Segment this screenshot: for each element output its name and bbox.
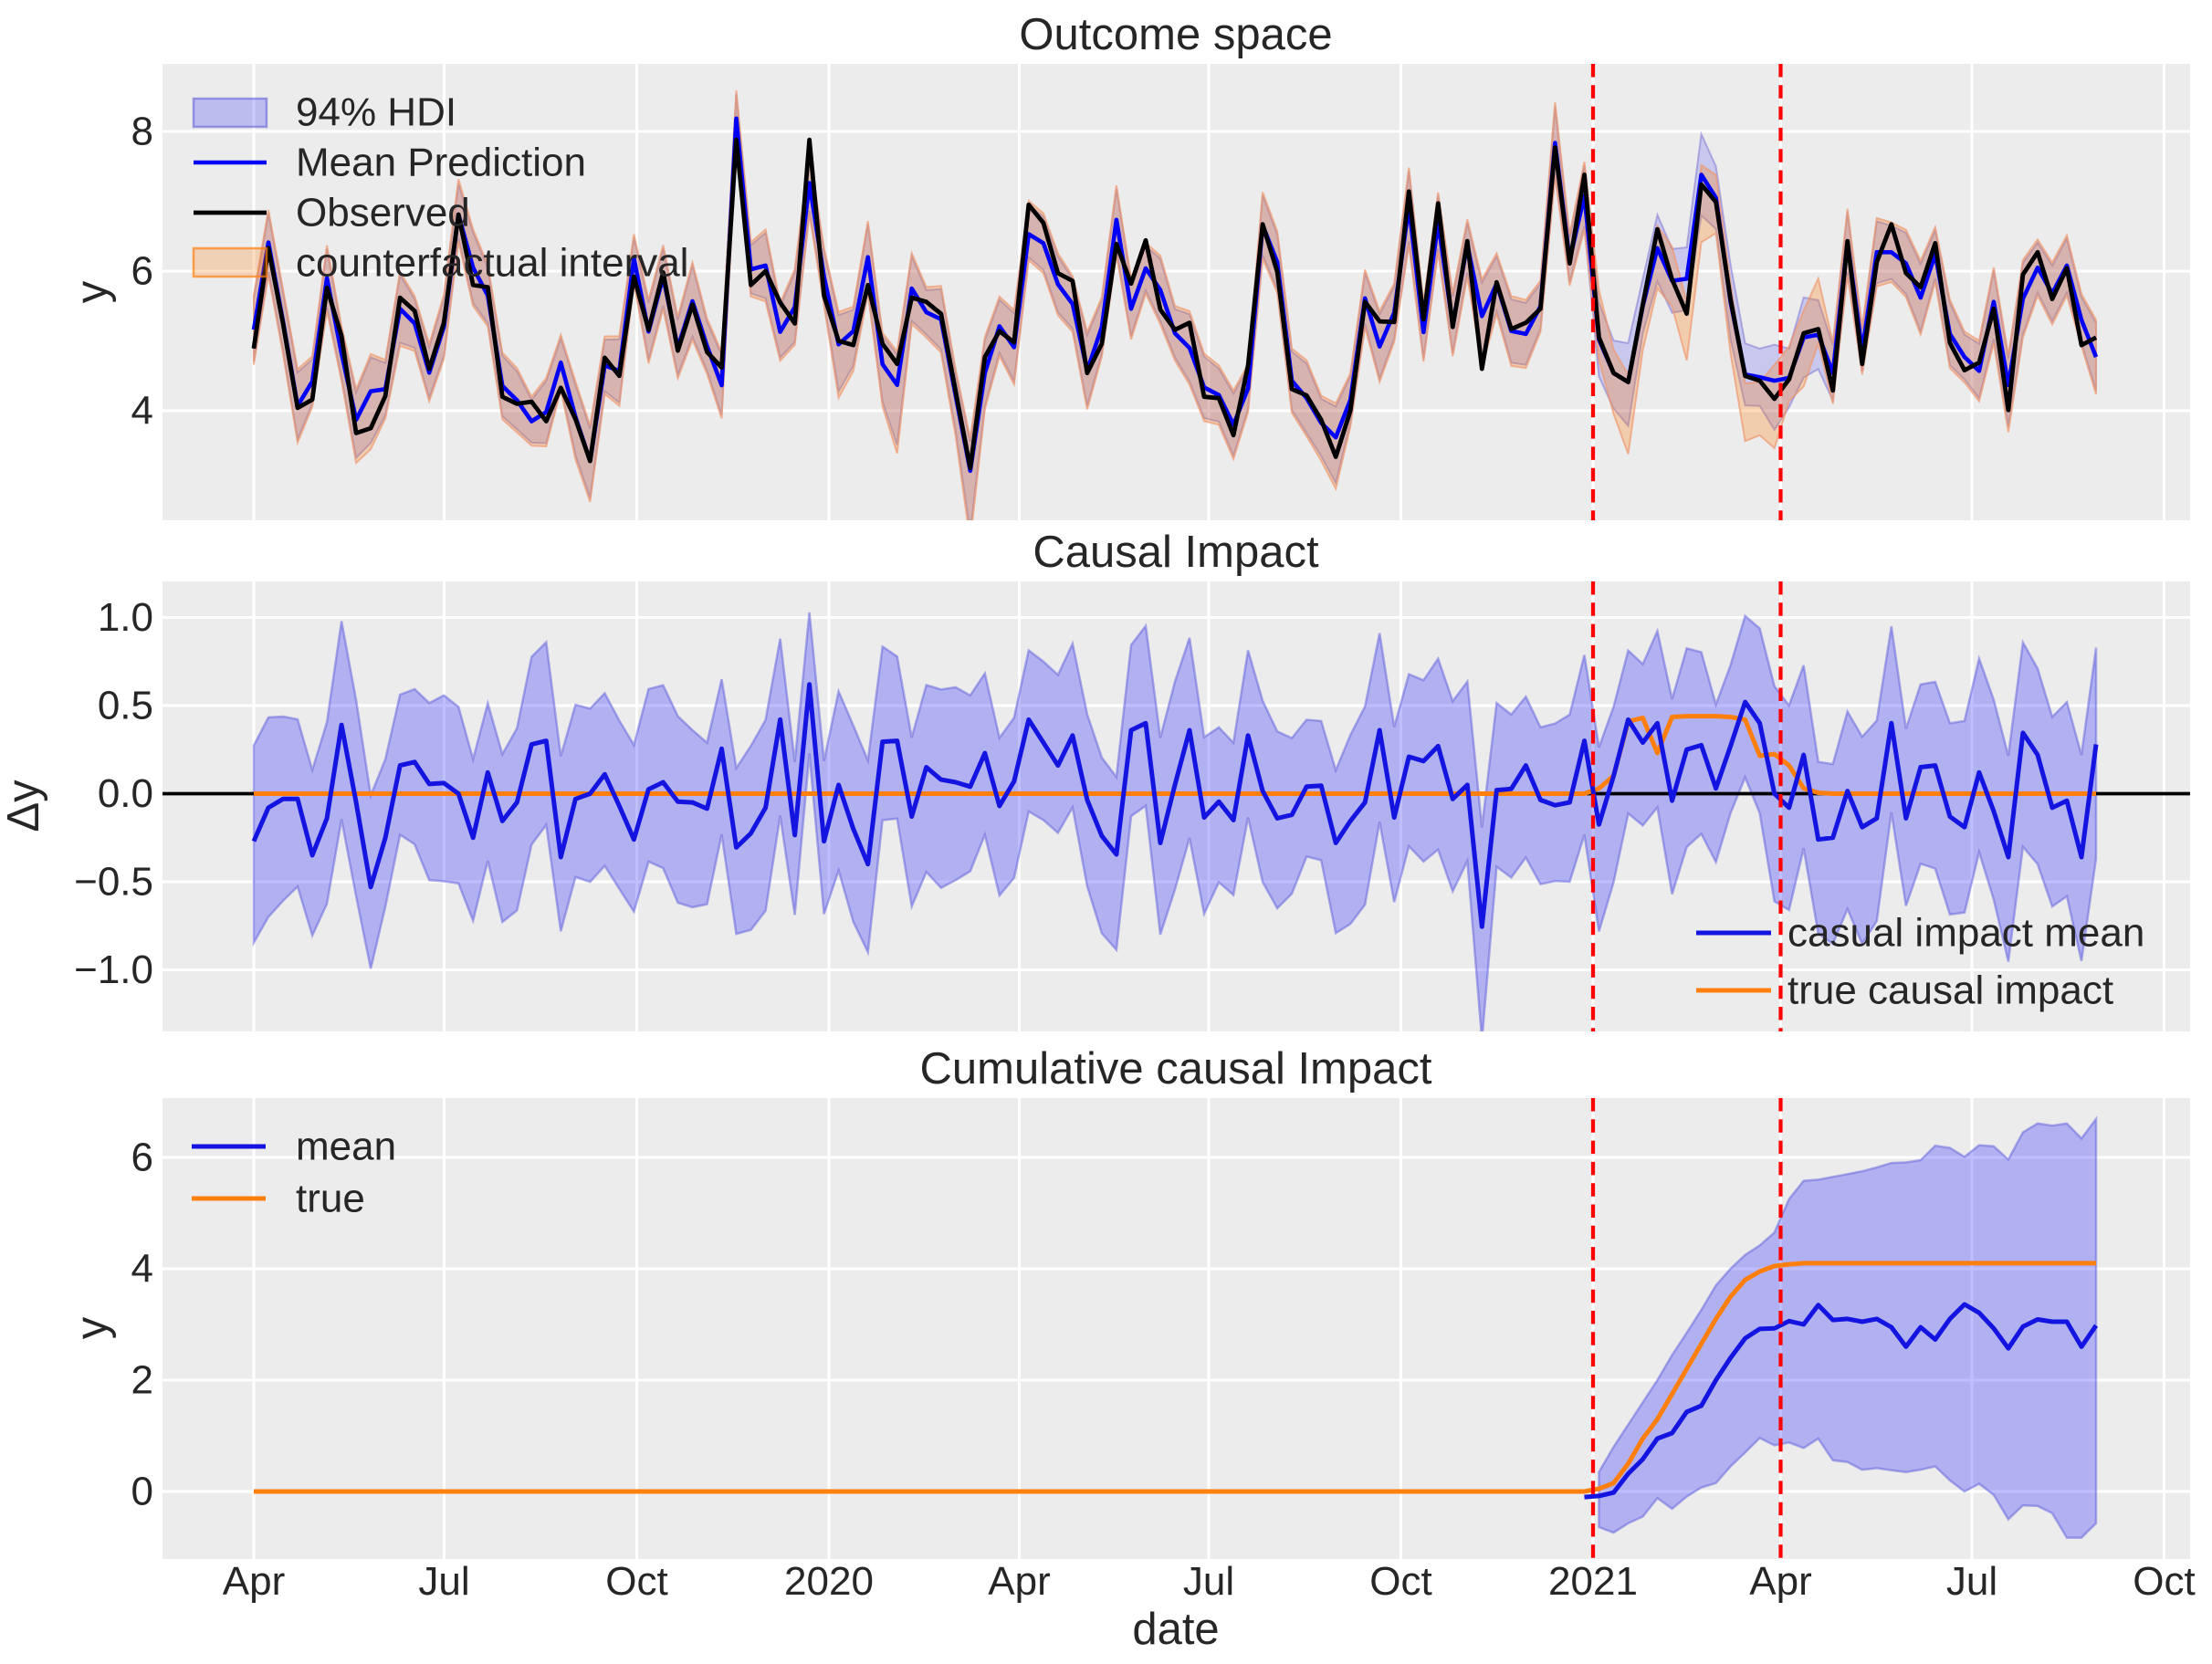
svg-text:−1.0: −1.0 [74,947,153,992]
svg-text:Δy: Δy [0,780,48,832]
svg-text:Jul: Jul [418,1559,469,1604]
svg-text:Apr: Apr [988,1559,1050,1604]
svg-text:Causal Impact: Causal Impact [1033,528,1319,577]
svg-text:0: 0 [131,1470,153,1514]
svg-text:date: date [1132,1605,1219,1654]
svg-text:2021: 2021 [1548,1559,1638,1604]
svg-text:2: 2 [131,1358,153,1403]
svg-text:8: 8 [131,110,153,154]
svg-text:y: y [68,280,117,303]
svg-text:Observed: Observed [296,191,470,235]
svg-text:6: 6 [131,249,153,294]
svg-text:true: true [296,1177,365,1221]
svg-text:0.0: 0.0 [98,771,153,816]
svg-text:Mean Prediction: Mean Prediction [296,141,586,185]
svg-text:−0.5: −0.5 [74,860,153,905]
svg-text:4: 4 [131,1247,153,1292]
svg-text:4: 4 [131,389,153,434]
svg-text:y: y [68,1316,117,1339]
svg-text:1.0: 1.0 [98,595,153,640]
svg-text:true causal impact: true causal impact [1787,968,2113,1013]
svg-text:Jul: Jul [1946,1559,1997,1604]
svg-text:mean: mean [296,1125,396,1169]
svg-text:casual impact mean: casual impact mean [1787,911,2144,956]
svg-text:Outcome space: Outcome space [1019,10,1332,59]
svg-text:Oct: Oct [605,1559,667,1604]
svg-text:counterfactual interval: counterfactual interval [296,241,688,286]
svg-text:Oct: Oct [1369,1559,1431,1604]
svg-text:6: 6 [131,1135,153,1180]
svg-text:Jul: Jul [1183,1559,1234,1604]
svg-text:Apr: Apr [1749,1559,1811,1604]
svg-text:0.5: 0.5 [98,684,153,728]
svg-text:Oct: Oct [2133,1559,2195,1604]
svg-text:Cumulative causal Impact: Cumulative causal Impact [919,1044,1431,1094]
svg-text:2020: 2020 [784,1559,874,1604]
svg-text:Apr: Apr [223,1559,285,1604]
svg-text:94% HDI: 94% HDI [296,90,456,135]
